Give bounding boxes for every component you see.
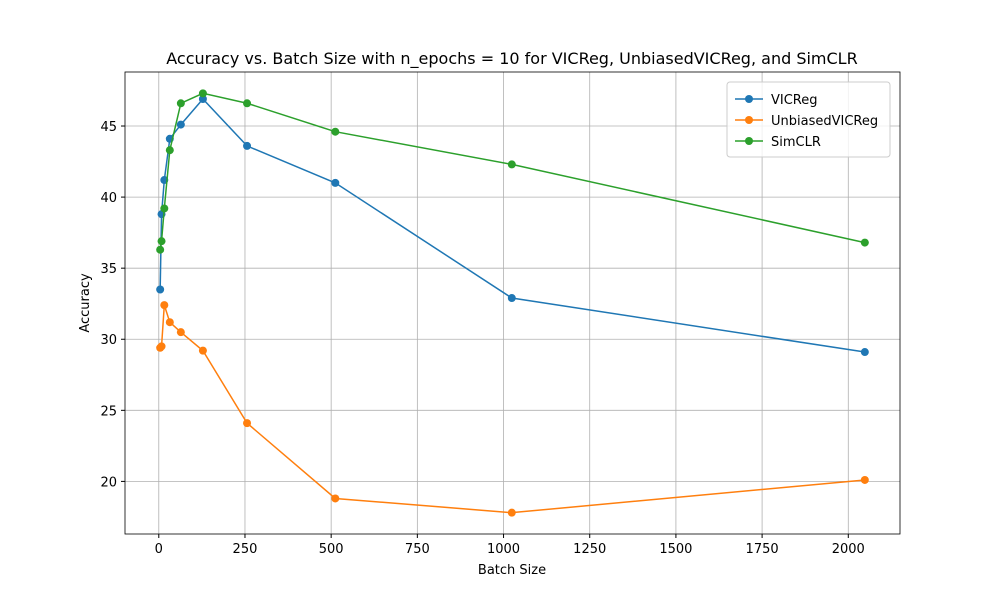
point	[176, 328, 185, 337]
point	[860, 238, 869, 247]
point	[243, 419, 252, 428]
x-tick-label: 500	[319, 542, 344, 557]
point	[860, 348, 869, 357]
x-tick-label: 1000	[487, 542, 520, 557]
x-tick-label: 250	[233, 542, 258, 557]
y-tick-label: 30	[100, 333, 117, 348]
y-tick-label: 35	[100, 262, 117, 277]
point	[157, 342, 166, 351]
y-tick-label: 40	[100, 191, 117, 206]
x-tick-label: 2000	[832, 542, 865, 557]
point	[156, 245, 165, 254]
legend-label: UnbiasedVICReg	[771, 114, 878, 129]
y-tick-label: 25	[100, 404, 117, 419]
x-axis-label: Batch Size	[478, 563, 546, 578]
point	[165, 318, 174, 327]
plot-frame	[124, 71, 901, 535]
series-line	[159, 97, 865, 353]
y-tick-label: 20	[100, 475, 117, 490]
x-tick-label: 0	[155, 542, 163, 557]
legend-label: SimCLR	[771, 135, 821, 150]
series-line	[159, 92, 865, 250]
x-tick-label: 1250	[573, 542, 606, 557]
legend-box	[726, 81, 891, 158]
point	[160, 204, 169, 213]
point	[243, 99, 252, 108]
point	[331, 178, 340, 187]
chart-title: Accuracy vs. Batch Size with n_epochs = …	[166, 49, 857, 69]
point	[198, 95, 207, 104]
y-axis-label: Accuracy	[78, 273, 93, 333]
series-line	[159, 304, 865, 514]
point	[331, 494, 340, 503]
x-tick-label: 1750	[746, 542, 779, 557]
point	[157, 237, 166, 246]
point	[176, 120, 185, 129]
point	[165, 146, 174, 155]
point	[331, 127, 340, 136]
legend: VICReg UnbiasedVICReg SimCLR	[726, 81, 891, 158]
legend-marker	[745, 137, 753, 145]
point	[198, 89, 207, 98]
x-tick-label: 1500	[659, 542, 692, 557]
point	[198, 346, 207, 355]
point	[243, 141, 252, 150]
point	[176, 99, 185, 108]
point	[507, 294, 516, 303]
point	[860, 475, 869, 484]
x-tick-label: 750	[405, 542, 430, 557]
legend-marker	[745, 116, 753, 124]
legend-label: VICReg	[771, 93, 818, 108]
point	[507, 160, 516, 169]
legend-marker	[745, 95, 753, 103]
y-tick-label: 45	[100, 120, 117, 135]
point	[507, 508, 516, 517]
point	[160, 301, 169, 310]
point	[156, 285, 165, 294]
